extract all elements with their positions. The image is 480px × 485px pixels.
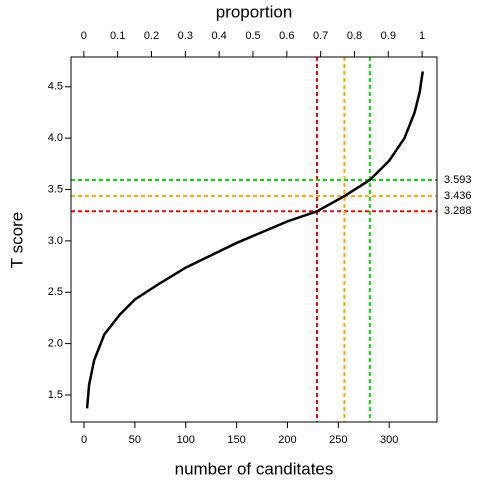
y-tick-label: 4.0 [48, 132, 63, 144]
x-tick-label: 200 [278, 434, 296, 446]
x-tick-label: 0 [81, 434, 87, 446]
x-axis-label: number of canditates [175, 459, 334, 478]
reference-label: 3.288 [444, 205, 472, 217]
y-tick-label: 2.0 [48, 338, 63, 350]
x-tick-label: 50 [129, 434, 141, 446]
x2-tick-label: 0.6 [279, 30, 294, 42]
y-tick-label: 2.5 [48, 286, 63, 298]
x-tick-label: 150 [227, 434, 245, 446]
x2-tick-label: 0.4 [212, 30, 227, 42]
y-tick-label: 1.5 [48, 389, 63, 401]
x2-tick-label: 0.5 [245, 30, 260, 42]
reference-label: 3.436 [444, 190, 472, 202]
plot-frame [70, 56, 438, 423]
x2-tick-label: 0 [81, 30, 87, 42]
x2-tick-label: 0.9 [381, 30, 396, 42]
x-tick-label: 100 [177, 434, 195, 446]
y-tick-label: 3.5 [48, 183, 63, 195]
x2-tick-label: 0.2 [144, 30, 159, 42]
x2-tick-label: 0.3 [178, 30, 193, 42]
x-tick-label: 250 [329, 434, 347, 446]
x2-tick-label: 1 [419, 30, 425, 42]
data-line [85, 71, 424, 409]
y-tick-label: 3.0 [48, 235, 63, 247]
x2-tick-label: 0.8 [347, 30, 362, 42]
y-axis-label: T score [7, 212, 26, 268]
x2-tick-label: 0.1 [110, 30, 125, 42]
x2-tick-label: 0.7 [313, 30, 328, 42]
y-tick-label: 4.5 [48, 81, 63, 93]
x2-axis-label: proportion [216, 2, 293, 21]
x-tick-label: 300 [380, 434, 398, 446]
reference-label: 3.593 [444, 174, 472, 186]
